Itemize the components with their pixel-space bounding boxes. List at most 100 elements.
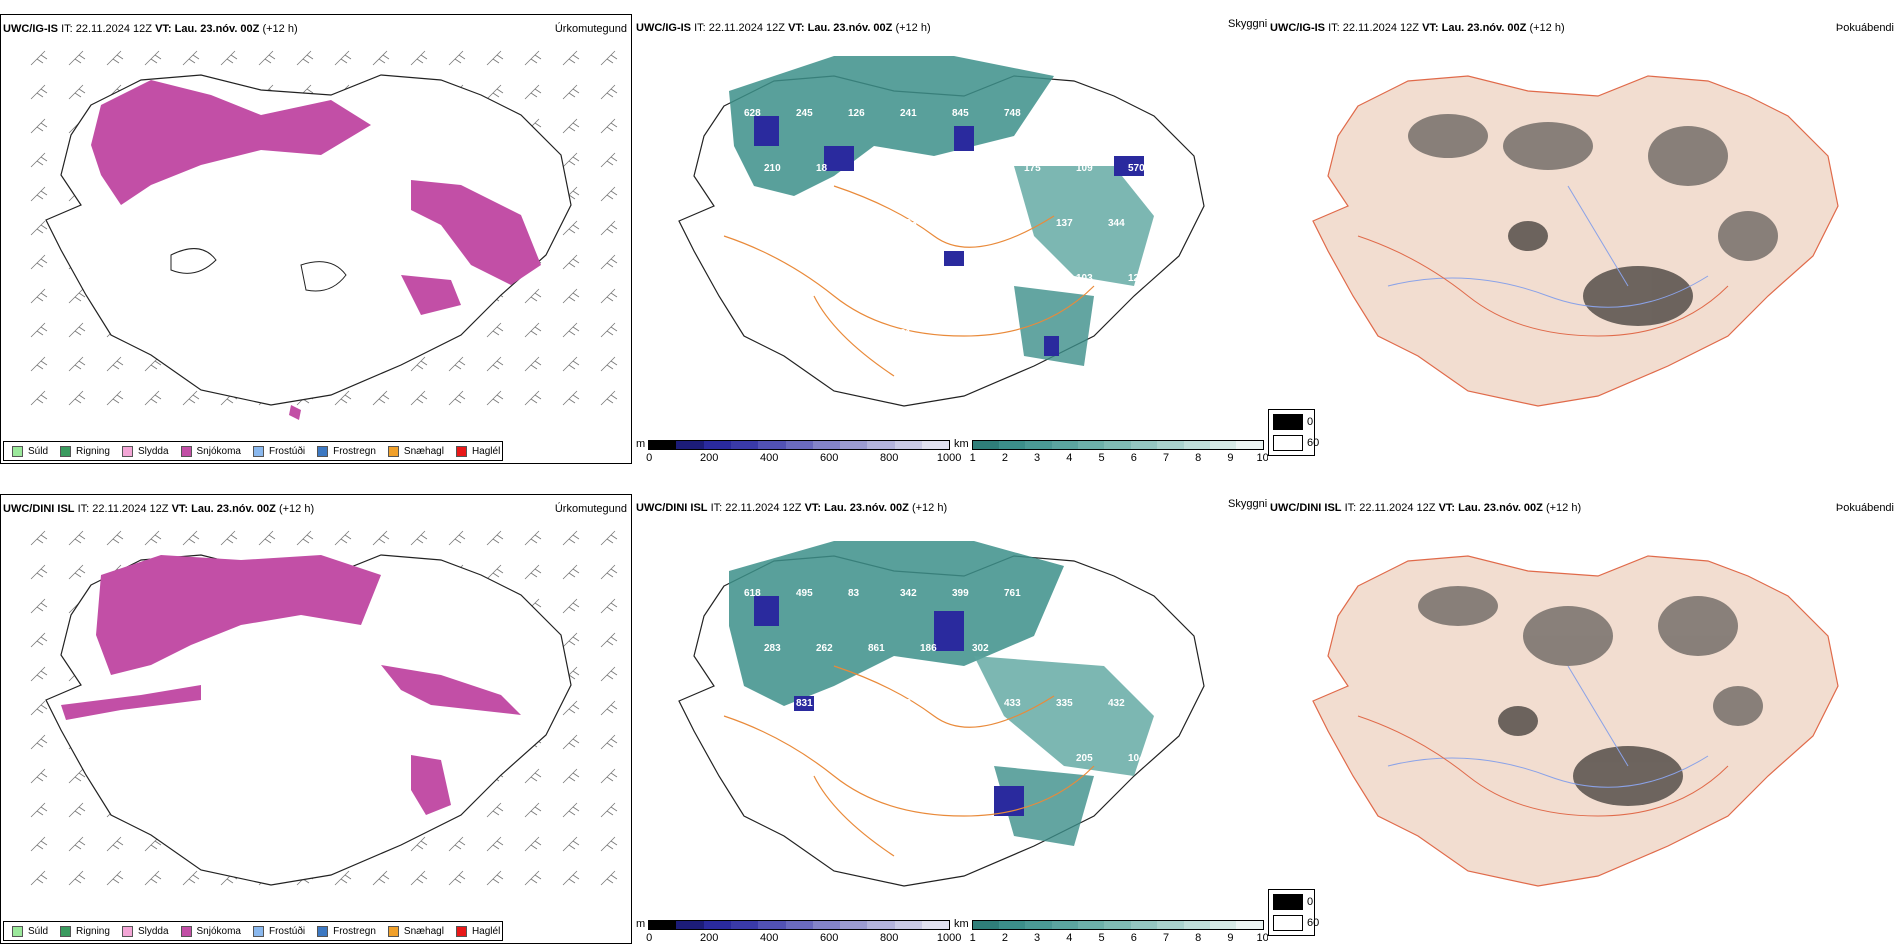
- cloud-base-label: 107: [868, 753, 885, 764]
- fog-shading: [1418, 586, 1763, 806]
- fog-map: [1312, 75, 1839, 407]
- fog-scale: 0 60: [1268, 409, 1319, 456]
- snow-area: [289, 405, 301, 420]
- colorbar-cell: [730, 921, 759, 929]
- wind-barb: [30, 598, 48, 614]
- colorbar-tick: 10: [1256, 452, 1268, 464]
- cloud-base-label: 163: [1024, 643, 1041, 654]
- colorbar-cell: [649, 441, 677, 449]
- scale-swatch-black: [1273, 414, 1303, 430]
- cloud-base-label: 204: [1056, 108, 1073, 119]
- cloud-base-label: 125: [1128, 273, 1145, 284]
- colorbar-cell: [999, 441, 1026, 449]
- wind-barb: [30, 356, 48, 372]
- wind-barb: [524, 390, 542, 406]
- cloud-base-label: 125: [848, 808, 865, 819]
- colorbar-cell: [1157, 921, 1184, 929]
- wind-barb: [562, 530, 580, 546]
- wind-barb: [182, 50, 200, 66]
- cloud-base-label: 253: [1108, 588, 1125, 599]
- legend-item: Snjókoma: [180, 445, 241, 457]
- legend-item: Frostúði: [252, 445, 305, 457]
- colorbar-cell: [1236, 441, 1263, 449]
- wind-barb: [562, 734, 580, 750]
- cloudbase-colorbar: m 0 200 400 600 800 1000: [636, 918, 962, 944]
- wind-barb: [220, 530, 238, 546]
- wind-barb: [410, 530, 428, 546]
- wind-barb: [524, 50, 542, 66]
- wind-barb: [334, 50, 352, 66]
- cloud-base-label: 18: [816, 163, 828, 174]
- colorbar-tick: 4: [1066, 452, 1073, 464]
- colorbar-cell: [972, 441, 1000, 449]
- snow-area: [411, 755, 451, 815]
- wind-barb: [524, 802, 542, 818]
- wind-barb: [600, 186, 618, 202]
- legend-swatch: [455, 445, 467, 457]
- wind-barb: [30, 118, 48, 134]
- wind-barb: [372, 50, 390, 66]
- cloud-base-label: 432: [1108, 698, 1125, 709]
- precip-map: [30, 50, 618, 420]
- wind-barb: [448, 530, 466, 546]
- legend-item: Slydda: [121, 925, 169, 937]
- cloud-base-label: 538: [848, 218, 865, 229]
- cloud-base-label: 618: [744, 588, 761, 599]
- wind-barb: [600, 598, 618, 614]
- colorbar-cell: [1157, 441, 1184, 449]
- wind-barb: [30, 220, 48, 236]
- legend-item: Frostregn: [317, 925, 376, 937]
- wind-barb: [296, 50, 314, 66]
- legend-item: Snjókoma: [180, 925, 241, 937]
- colorbar-tick: 400: [759, 932, 779, 944]
- wind-barb: [600, 152, 618, 168]
- glacier-outline: [170, 248, 217, 274]
- wind-barb: [144, 530, 162, 546]
- colorbar-cell: [1104, 921, 1131, 929]
- colorbar-cell: [921, 441, 950, 449]
- legend-item: Rigning: [60, 925, 110, 937]
- colorbar-tick: 200: [699, 452, 719, 464]
- colorbar-tick: 600: [819, 932, 839, 944]
- wind-barb: [334, 390, 352, 406]
- snow-area: [91, 80, 371, 205]
- colorbar-tick: 9: [1227, 932, 1234, 944]
- cloud-base-label: 570: [1128, 163, 1145, 174]
- wind-barb: [68, 564, 86, 580]
- colorbar-tick: 5: [1098, 452, 1105, 464]
- wind-barb: [372, 390, 390, 406]
- precip-legend: Súld Rigning Slydda Snjókoma Frostúði Fr…: [3, 441, 503, 461]
- legend-swatch: [252, 925, 264, 937]
- cloud-base-label: 188: [972, 163, 989, 174]
- visibility-colorbar: km 1 2 3 4 5 6 7 8 9 10: [954, 438, 1268, 464]
- wind-barb: [486, 390, 504, 406]
- wind-barb: [68, 870, 86, 886]
- wind-barb: [144, 870, 162, 886]
- cloud-base-label: 349: [1108, 108, 1125, 119]
- cloud-base-label: 101: [796, 218, 813, 229]
- precip-type-panel-top: UWC/IG-IS IT: 22.11.2024 12Z VT: Lau. 23…: [0, 14, 632, 464]
- cloud-base-label: 175: [1076, 643, 1093, 654]
- cloud-base-label: 526: [816, 753, 833, 764]
- wind-barb: [182, 390, 200, 406]
- wind-barb: [30, 254, 48, 270]
- legend-item: Frostúði: [252, 925, 305, 937]
- colorbar-cell: [1025, 921, 1052, 929]
- wind-barb: [30, 700, 48, 716]
- snow-area: [401, 275, 461, 315]
- fog-panel-bottom: UWC/DINI ISL IT: 22.11.2024 12Z VT: Lau.…: [1268, 494, 1898, 944]
- roads: [1357, 235, 1729, 337]
- colorbar-cell: [703, 921, 731, 929]
- colorbar-boxes: 0 200 400 600 800 1000: [646, 440, 961, 464]
- cloud-base-label: 210: [764, 163, 781, 174]
- precip-type-panel-bottom: UWC/DINI ISL IT: 22.11.2024 12Z VT: Lau.…: [0, 494, 632, 944]
- wind-barb: [410, 870, 428, 886]
- colorbar-cell: [812, 441, 841, 449]
- colorbar-cell: [894, 921, 922, 929]
- legend-swatch: [121, 925, 133, 937]
- cloud-base-label: 10: [868, 273, 880, 284]
- cloud-base-label: 91: [744, 698, 756, 709]
- cloud-base-labels: 618 495 83 342 399 761 550 253 283 262 861 186 302 16…: [744, 588, 1145, 819]
- wind-barb: [562, 390, 580, 406]
- wind-barb: [600, 84, 618, 100]
